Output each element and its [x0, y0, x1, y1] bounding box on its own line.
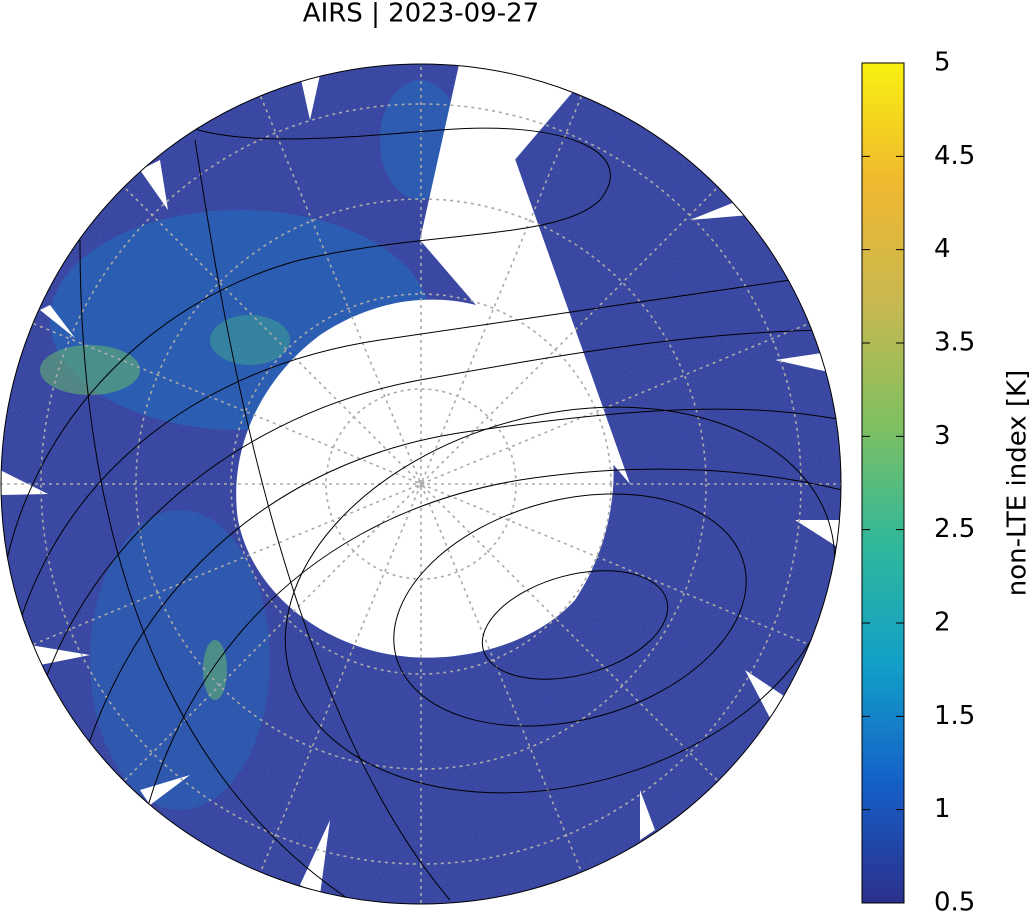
colorbar-tick-label: 1: [934, 794, 951, 824]
colorbar-tick-label: 1.5: [934, 701, 975, 731]
colorbar-tick-label: 2: [934, 608, 951, 638]
colorbar-tick-label: 3: [934, 421, 951, 451]
colorbar-tick-label: 3.5: [934, 328, 975, 358]
colorbar-tick-label: 2.5: [934, 514, 975, 544]
colorbar-tick-label: 0.5: [934, 888, 975, 914]
colorbar: [862, 63, 904, 903]
colorbar-tick-label: 4.5: [934, 141, 975, 171]
colorbar-tick-label: 4: [934, 234, 951, 264]
colorbar-label: non-LTE index [K]: [1003, 370, 1032, 596]
colorbar-tick-label: 5: [934, 48, 951, 78]
title: AIRS | 2023-09-27: [303, 0, 539, 29]
map: [0, 60, 878, 910]
